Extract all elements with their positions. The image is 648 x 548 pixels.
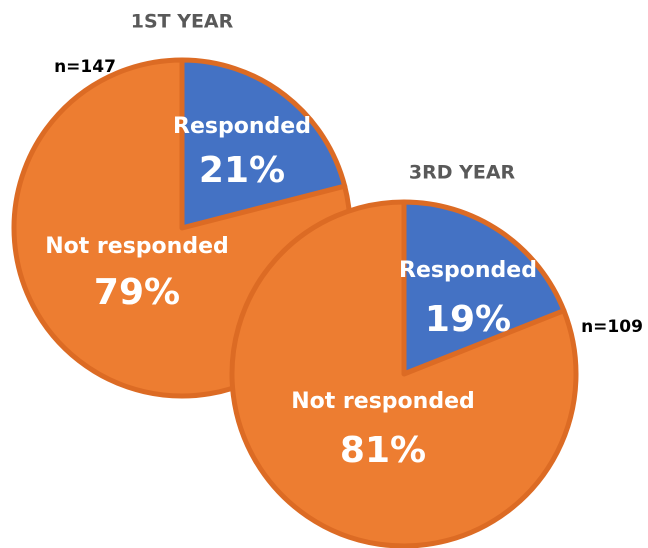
pie-title: 1ST YEAR	[131, 11, 234, 33]
pie-slice	[179, 57, 348, 231]
slice-value: 81%	[340, 430, 426, 471]
slice-label: Not responded	[45, 234, 229, 259]
slice-value: 21%	[199, 150, 285, 191]
slice-label: Responded	[173, 114, 311, 139]
slice-value: 19%	[425, 299, 511, 340]
pie-title: 3RD YEAR	[409, 162, 516, 184]
slice-label: Responded	[399, 258, 537, 283]
pie-slice	[229, 199, 579, 548]
pie-slice	[401, 199, 567, 377]
sample-size: n=147	[54, 57, 116, 77]
slice-label: Not responded	[291, 389, 475, 414]
slice-value: 79%	[94, 272, 180, 313]
sample-size: n=109	[581, 317, 643, 337]
